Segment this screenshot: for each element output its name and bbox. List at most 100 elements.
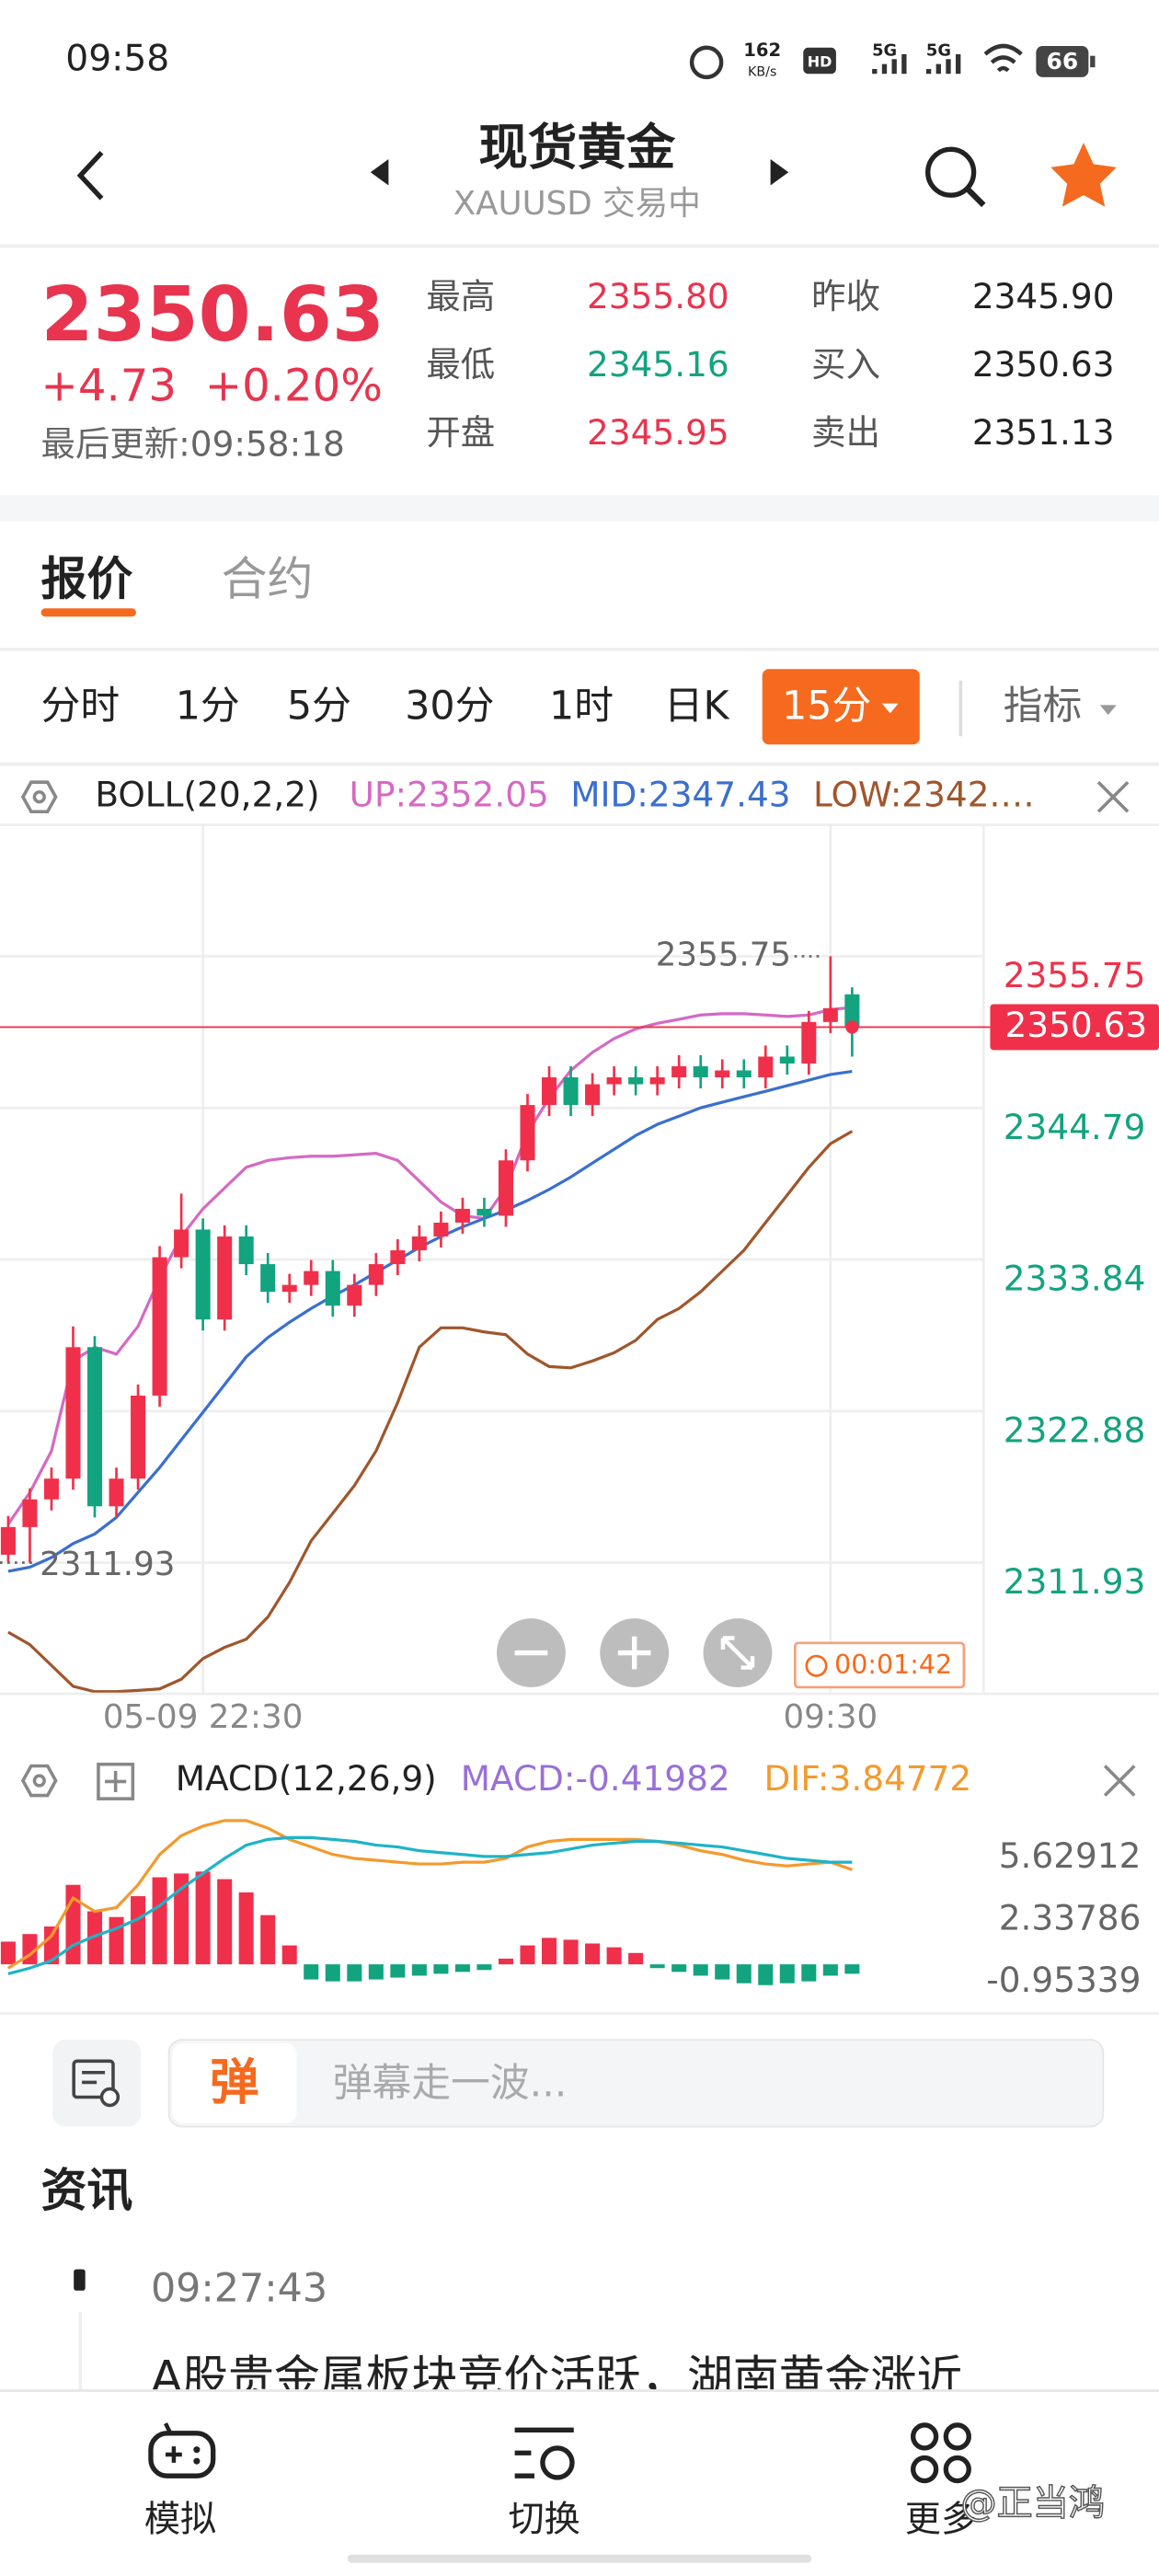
- timer: 00:01:42: [834, 1650, 952, 1680]
- indicator-name: BOLL(20,2,2): [95, 775, 319, 815]
- watermark: @正当鸿: [960, 2483, 1105, 2524]
- tab-indicator: [40, 608, 136, 617]
- macd-bar: [606, 1947, 622, 1965]
- danmaku-settings[interactable]: [52, 2040, 142, 2127]
- bullet: [74, 2269, 86, 2291]
- section-title: 资讯: [41, 2164, 133, 2217]
- candle-body: [238, 1236, 254, 1265]
- stat-value: 2355.80: [587, 276, 729, 316]
- candle-body: [65, 1347, 81, 1479]
- danmaku-input[interactable]: [167, 2039, 1105, 2128]
- next-button[interactable]: [770, 158, 789, 186]
- change-pct: +0.20%: [205, 360, 383, 411]
- stat-value: 2345.90: [972, 276, 1115, 316]
- y-tick-label: 2344.79: [1004, 1107, 1146, 1147]
- signal-icon: [872, 53, 907, 75]
- y-tick-label: 2355.75: [1004, 955, 1146, 995]
- indicator-name: MACD(12,26,9): [176, 1758, 437, 1799]
- macd-bar: [454, 1964, 470, 1972]
- indicator-button[interactable]: 指标: [1004, 684, 1083, 730]
- macd-bar: [86, 1911, 103, 1965]
- macd-bar: [844, 1964, 860, 1974]
- period-selected[interactable]: [762, 669, 920, 745]
- candle-body: [0, 1526, 16, 1555]
- nav-item[interactable]: 切换: [508, 2427, 580, 2541]
- back-button[interactable]: [76, 151, 104, 201]
- zoom-out-button[interactable]: [497, 1618, 566, 1687]
- add-indicator-button[interactable]: [97, 1762, 135, 1800]
- candle-body: [131, 1395, 146, 1479]
- bottom-nav: 模拟 切换 更多 @正当鸿: [0, 2389, 1159, 2576]
- candle-body: [152, 1257, 167, 1396]
- period[interactable]: 1分: [176, 684, 240, 730]
- wifi-icon: [983, 43, 1023, 73]
- candle-body: [43, 1478, 59, 1500]
- macd-bar: [693, 1964, 708, 1976]
- candle-body: [411, 1236, 427, 1251]
- news-headline[interactable]: A股贵金属板块竞价活跃，湖南黄金涨近: [151, 2351, 962, 2404]
- period[interactable]: 5分: [287, 684, 351, 730]
- y-tick-label: 2322.88: [1004, 1409, 1146, 1450]
- search-button[interactable]: [925, 146, 986, 208]
- macd-bar: [520, 1945, 535, 1965]
- nav-item[interactable]: 更多: [905, 2422, 977, 2541]
- alarm-icon: [689, 45, 724, 80]
- settings-icon[interactable]: [20, 780, 58, 814]
- macd-bar: [671, 1964, 687, 1972]
- x-tick-label: 09:30: [784, 1698, 878, 1736]
- legend-entry: LOW:2342.…: [813, 775, 1035, 815]
- candle-body: [347, 1284, 362, 1306]
- favorite-button[interactable]: [1050, 143, 1117, 207]
- prev-button[interactable]: [370, 158, 389, 186]
- legend-entry: UP:2352.05: [350, 775, 549, 815]
- danmaku-bar: 弹 弹幕走一波...: [52, 2039, 1105, 2128]
- candle-body: [542, 1077, 557, 1106]
- settings-icon[interactable]: [20, 1764, 58, 1798]
- macd-bar: [325, 1964, 340, 1982]
- page-subtitle: XAUUSD 交易中: [453, 185, 701, 223]
- change: +4.73: [41, 360, 177, 411]
- danmaku-logo-box: [172, 2042, 297, 2124]
- candle-body: [433, 1222, 449, 1236]
- nav-item[interactable]: 模拟: [144, 2422, 216, 2541]
- candle-body: [368, 1264, 384, 1285]
- band-line: [6, 1006, 853, 1525]
- candle-body: [693, 1065, 708, 1078]
- nav-label: 切换: [508, 2500, 580, 2541]
- clock: 09:58: [65, 39, 169, 80]
- legend-entry: MACD:-0.41982: [461, 1758, 730, 1799]
- macd-bar: [801, 1964, 817, 1982]
- tab[interactable]: 合约: [222, 552, 314, 605]
- candle-body: [628, 1077, 644, 1085]
- updated: 最后更新:09:58:18: [41, 423, 345, 464]
- zoom-in-button[interactable]: [600, 1618, 670, 1687]
- tab[interactable]: 报价: [41, 552, 133, 605]
- macd-bar: [628, 1952, 644, 1965]
- candle-body: [736, 1070, 752, 1078]
- period[interactable]: 日K: [664, 684, 730, 730]
- timer-box: [794, 1641, 966, 1689]
- nav-label: 更多: [905, 2500, 977, 2541]
- candle-body: [22, 1499, 38, 1527]
- dropdown-arrow: [1099, 705, 1117, 716]
- macd-bar: [649, 1964, 665, 1969]
- period[interactable]: 15分: [782, 684, 871, 730]
- gesture-bar: [347, 2554, 812, 2563]
- y-tick-label: 2333.84: [1004, 1259, 1146, 1299]
- quote: 2350.63 +4.73 +0.20% 最后更新:09:58:18 最高 235…: [41, 271, 1115, 464]
- signal-icon: [925, 53, 961, 75]
- period[interactable]: 1时: [549, 684, 614, 730]
- price: 2350.63: [41, 271, 384, 359]
- stat-value: 2345.95: [587, 412, 729, 453]
- dropdown-arrow: [881, 703, 899, 714]
- close-button[interactable]: [1103, 1765, 1136, 1797]
- period[interactable]: 30分: [405, 684, 494, 730]
- divider: [0, 495, 1159, 522]
- period[interactable]: 分时: [41, 684, 120, 730]
- close-button[interactable]: [1096, 780, 1130, 813]
- fullscreen-button[interactable]: [703, 1618, 773, 1687]
- macd-line: [7, 1835, 853, 1976]
- macd-bar: [347, 1964, 362, 1982]
- candle-body: [844, 994, 860, 1028]
- macd-bar: [411, 1964, 427, 1976]
